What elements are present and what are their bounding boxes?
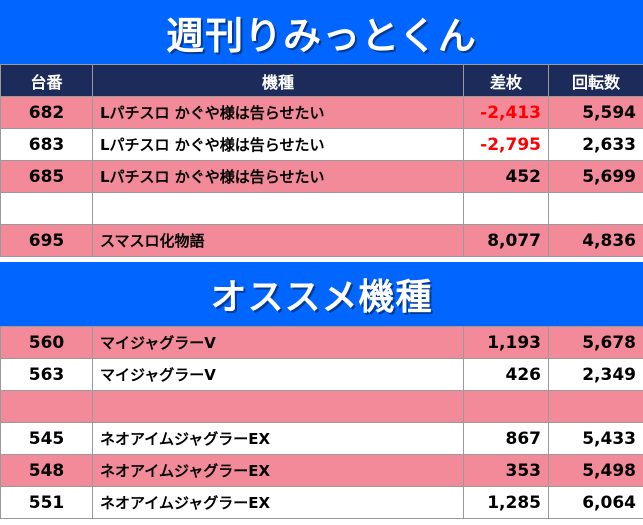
coin-difference-cell: 353 (463, 454, 549, 487)
machine-number-cell: 551 (0, 486, 93, 519)
table-row: 695 スマスロ化物語 8,077 4,836 (0, 224, 643, 257)
machine-number-cell (0, 390, 93, 423)
table-row: 551 ネオアイムジャグラーEX 1,285 6,064 (0, 486, 643, 519)
machine-number-cell: 695 (0, 224, 93, 257)
header-coin-difference: 差枚 (463, 64, 549, 97)
spin-count-cell: 6,064 (548, 486, 643, 519)
weekly-title-banner: 週刊りみっとくん (0, 0, 643, 64)
table-row (0, 390, 643, 423)
spin-count-cell: 5,498 (548, 454, 643, 487)
recommended-banner: オススメ機種 (0, 262, 643, 326)
machine-number-cell: 545 (0, 422, 93, 455)
spin-count-cell: 5,594 (548, 96, 643, 129)
header-machine-number: 台番 (0, 64, 93, 97)
coin-difference-cell: -2,795 (463, 128, 549, 161)
table-row: 560 マイジャグラーV 1,193 5,678 (0, 326, 643, 359)
header-machine-model: 機種 (92, 64, 464, 97)
spin-count-cell: 5,678 (548, 326, 643, 359)
machine-model-cell: マイジャグラーV (92, 358, 464, 391)
machine-number-cell (0, 192, 93, 225)
machine-model-cell: スマスロ化物語 (92, 224, 464, 257)
machine-number-cell: 682 (0, 96, 93, 129)
spin-count-cell: 2,349 (548, 358, 643, 391)
spin-count-cell: 4,836 (548, 224, 643, 257)
machine-model-cell: ネオアイムジャグラーEX (92, 454, 464, 487)
coin-difference-cell: -2,413 (463, 96, 549, 129)
table-row: 545 ネオアイムジャグラーEX 867 5,433 (0, 422, 643, 455)
coin-difference-cell (463, 192, 549, 225)
header-row: 台番 機種 差枚 回転数 (0, 64, 643, 97)
header-spin-count: 回転数 (548, 64, 643, 97)
coin-difference-cell: 426 (463, 358, 549, 391)
coin-difference-cell: 1,193 (463, 326, 549, 359)
machine-model-cell: Lパチスロ かぐや様は告らせたい (92, 160, 464, 193)
coin-difference-cell (463, 390, 549, 423)
coin-difference-cell: 1,285 (463, 486, 549, 519)
spin-count-cell (548, 390, 643, 423)
recommended-machines-table: 560 マイジャグラーV 1,193 5,678 563 マイジャグラーV 426 2,349… (0, 326, 643, 519)
machine-model-cell (92, 390, 464, 423)
machine-number-cell: 548 (0, 454, 93, 487)
table-row (0, 192, 643, 225)
table-row: 682 Lパチスロ かぐや様は告らせたい -2,413 5,594 (0, 96, 643, 129)
machine-number-cell: 560 (0, 326, 93, 359)
machine-model-cell: マイジャグラーV (92, 326, 464, 359)
spin-count-cell: 2,633 (548, 128, 643, 161)
table-row: 683 Lパチスロ かぐや様は告らせたい -2,795 2,633 (0, 128, 643, 161)
recommended-title: オススメ機種 (210, 277, 433, 318)
table-row: 563 マイジャグラーV 426 2,349 (0, 358, 643, 391)
machine-number-cell: 685 (0, 160, 93, 193)
machine-number-cell: 563 (0, 358, 93, 391)
weekly-title: 週刊りみっとくん (166, 13, 477, 58)
machine-number-cell: 683 (0, 128, 93, 161)
machine-model-cell (92, 192, 464, 225)
machine-model-cell: ネオアイムジャグラーEX (92, 422, 464, 455)
machine-model-cell: Lパチスロ かぐや様は告らせたい (92, 128, 464, 161)
table-row: 685 Lパチスロ かぐや様は告らせたい 452 5,699 (0, 160, 643, 193)
spin-count-cell: 5,433 (548, 422, 643, 455)
machine-model-cell: Lパチスロ かぐや様は告らせたい (92, 96, 464, 129)
coin-difference-cell: 8,077 (463, 224, 549, 257)
weekly-results-table: 台番 機種 差枚 回転数 682 Lパチスロ かぐや様は告らせたい -2,413 5,… (0, 64, 643, 257)
coin-difference-cell: 452 (463, 160, 549, 193)
table-row: 548 ネオアイムジャグラーEX 353 5,498 (0, 454, 643, 487)
machine-model-cell: ネオアイムジャグラーEX (92, 486, 464, 519)
spin-count-cell: 5,699 (548, 160, 643, 193)
coin-difference-cell: 867 (463, 422, 549, 455)
spin-count-cell (548, 192, 643, 225)
